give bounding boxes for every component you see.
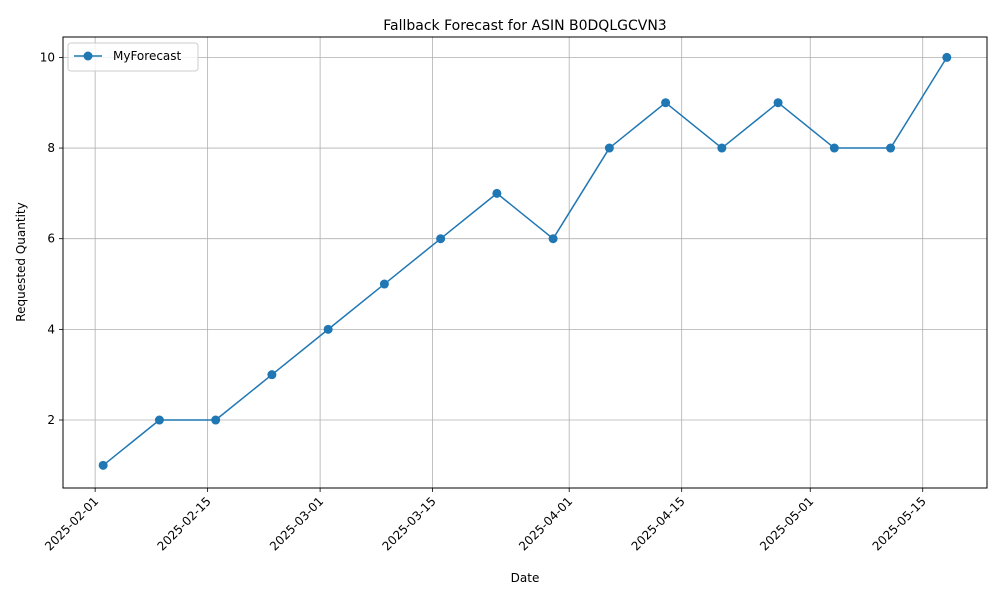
data-point xyxy=(211,415,221,425)
chart-title: Fallback Forecast for ASIN B0DQLGCVN3 xyxy=(383,18,666,34)
y-tick-label: 8 xyxy=(47,141,55,155)
grid-lines xyxy=(63,37,987,488)
data-point xyxy=(717,143,727,153)
data-point xyxy=(886,143,896,153)
y-tick-label: 2 xyxy=(47,413,55,427)
series-line xyxy=(102,57,948,466)
y-tick-label: 10 xyxy=(40,50,55,64)
data-point xyxy=(661,98,671,108)
plot-area-frame xyxy=(62,36,988,489)
legend-box xyxy=(67,42,199,72)
legend-label: MyForecast xyxy=(113,49,182,63)
legend-marker-swatch xyxy=(83,51,93,61)
data-point xyxy=(323,324,333,334)
data-point xyxy=(154,415,164,425)
data-point xyxy=(942,52,952,62)
data-point xyxy=(548,234,558,244)
data-point xyxy=(829,143,839,153)
legend: MyForecast xyxy=(67,42,199,72)
data-point xyxy=(492,188,502,198)
series-layer xyxy=(98,52,952,470)
y-tick-label: 6 xyxy=(47,232,55,246)
data-point xyxy=(773,98,783,108)
data-point xyxy=(436,234,446,244)
data-point xyxy=(267,370,277,380)
x-axis-label: Date xyxy=(511,571,540,585)
data-point xyxy=(379,279,389,289)
y-axis-ticks: 2 4 6 8 10 xyxy=(40,50,63,427)
data-point xyxy=(604,143,614,153)
y-axis-label: Requested Quantity xyxy=(14,202,28,321)
y-tick-label: 4 xyxy=(47,322,55,336)
data-point xyxy=(98,460,108,470)
